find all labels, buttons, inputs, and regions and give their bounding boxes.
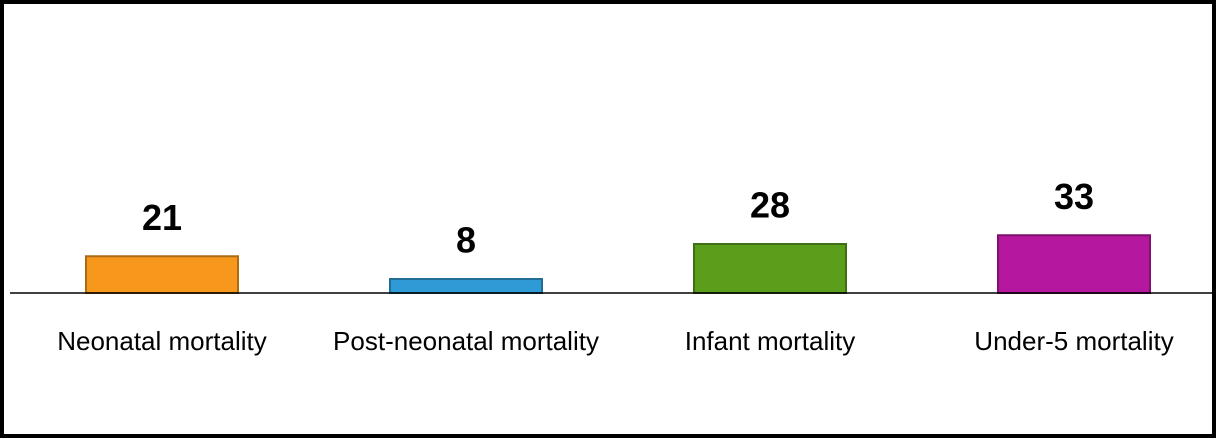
x-tick-label: Neonatal mortality [57,326,267,356]
x-tick-label: Post-neonatal mortality [333,326,599,356]
bar [85,255,239,294]
bar [389,278,543,294]
bar [997,234,1151,294]
x-tick-label: Under-5 mortality [974,326,1174,356]
x-tick-label-box: Neonatal mortality [57,326,267,356]
x-tick-label-box: Post-neonatal mortality [333,326,599,356]
bar [693,243,847,294]
value-label: 28 [750,185,790,226]
x-tick-label-box: Under-5 mortality [974,326,1174,356]
value-label: 8 [456,220,476,261]
value-label: 21 [142,197,182,238]
x-tick-label: Infant mortality [684,326,856,356]
x-tick-label-box: Infant mortality [684,326,856,356]
value-label: 33 [1054,176,1094,217]
